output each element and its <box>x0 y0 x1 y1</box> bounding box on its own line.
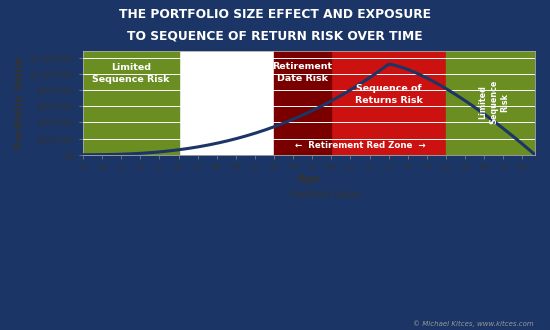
Text: Limited
Sequence Risk: Limited Sequence Risk <box>92 63 169 84</box>
X-axis label: Age: Age <box>297 174 321 184</box>
Text: © Michael Kitces, www.kitces.com: © Michael Kitces, www.kitces.com <box>412 320 534 327</box>
Bar <box>83 51 179 155</box>
Text: Retirement
Date Risk: Retirement Date Risk <box>273 62 333 82</box>
Y-axis label: Portfolio Value: Portfolio Value <box>15 57 25 149</box>
Bar <box>331 51 446 155</box>
Bar <box>274 51 331 155</box>
Text: ←  Retirement Red Zone  →: ← Retirement Red Zone → <box>295 141 425 150</box>
Legend: Portfolio Value: Portfolio Value <box>254 186 364 204</box>
Text: Sequence of
Returns Risk: Sequence of Returns Risk <box>355 84 422 105</box>
Text: Limited
Sequence
Risk: Limited Sequence Risk <box>478 80 509 124</box>
Bar <box>446 51 535 155</box>
Text: THE PORTFOLIO SIZE EFFECT AND EXPOSURE: THE PORTFOLIO SIZE EFFECT AND EXPOSURE <box>119 8 431 21</box>
Text: TO SEQUENCE OF RETURN RISK OVER TIME: TO SEQUENCE OF RETURN RISK OVER TIME <box>127 30 423 43</box>
